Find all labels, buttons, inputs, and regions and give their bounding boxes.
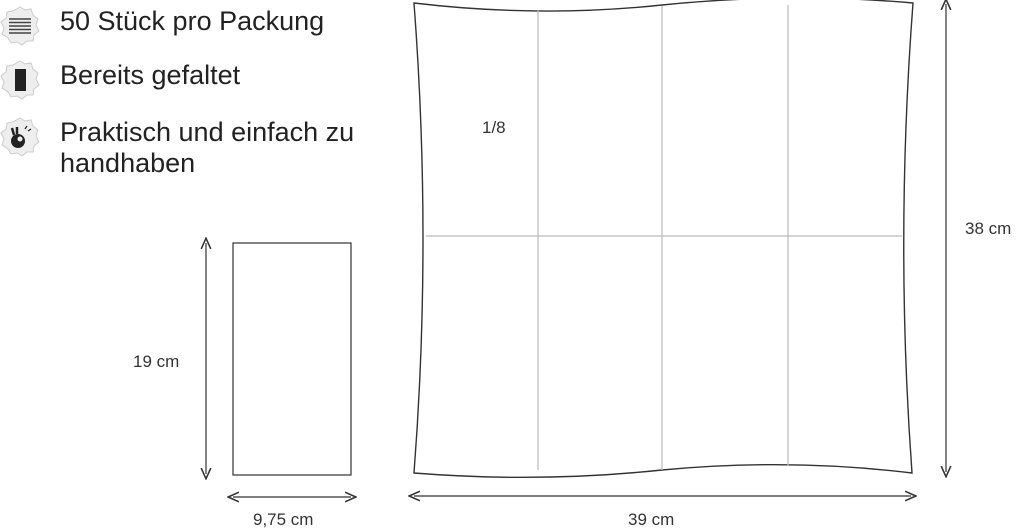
open-height-label: 38 cm — [965, 219, 1012, 238]
feature-folded: Bereits gefaltet — [0, 60, 240, 100]
folded-napkin-icon — [0, 60, 40, 100]
fold-fraction-label: 1/8 — [482, 118, 506, 137]
feature-text: 50 Stück pro Packung — [60, 6, 325, 36]
feature-pack-count: 50 Stück pro Packung — [0, 6, 324, 46]
fold-lines — [426, 5, 902, 470]
stack-lines-icon — [0, 6, 40, 46]
feature-text: Bereits gefaltet — [60, 60, 241, 90]
ok-hand-icon — [0, 117, 40, 157]
folded-napkin — [232, 242, 352, 476]
folded-width-label: 9,75 cm — [253, 510, 314, 529]
open-width-label: 39 cm — [628, 510, 675, 529]
feature-easy: Praktisch und einfach zu handhaben — [0, 117, 360, 179]
open-napkin — [413, 0, 914, 479]
feature-text: Praktisch und einfach zu handhaben — [60, 117, 355, 178]
folded-height-label: 19 cm — [133, 352, 180, 371]
